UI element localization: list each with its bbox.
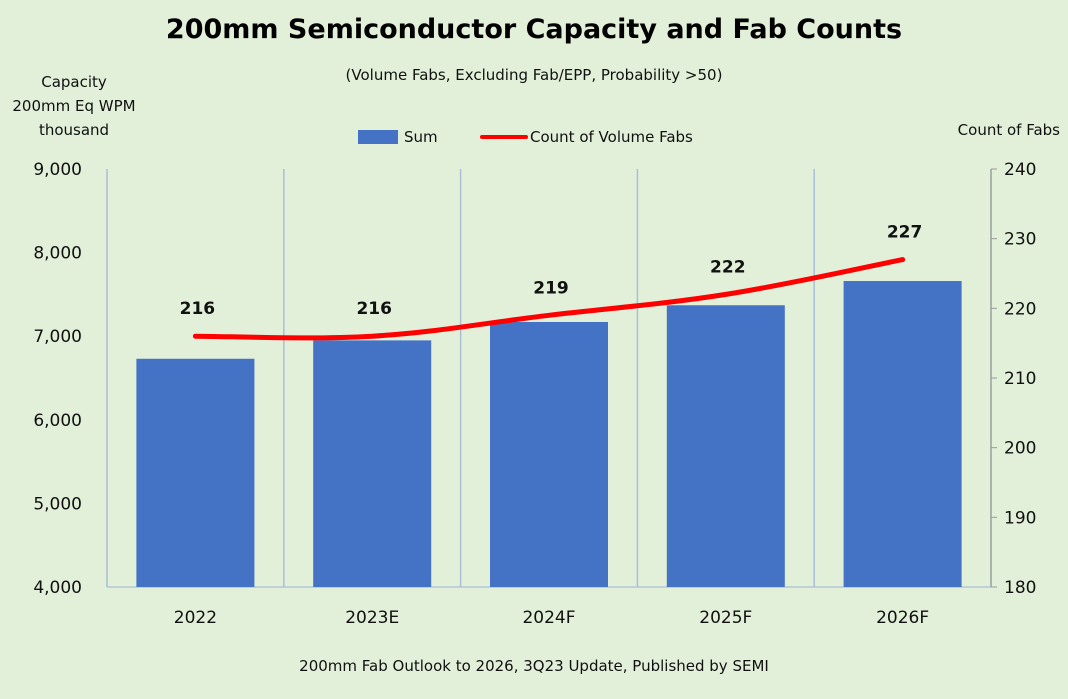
legend-item-count: Count of Volume Fabs	[480, 127, 693, 147]
left-tick-label: 7,000	[33, 327, 82, 347]
x-tick-label: 2026F	[876, 608, 929, 628]
left-tick-label: 4,000	[33, 578, 82, 598]
legend-item-sum: Sum	[358, 127, 438, 147]
x-tick-label: 2024F	[522, 608, 575, 628]
legend-label-count: Count of Volume Fabs	[530, 128, 693, 146]
right-tick-label: 190	[1004, 508, 1036, 528]
left-axis-label: Capacity 200mm Eq WPM thousand	[4, 70, 144, 142]
left-axis-label-line: thousand	[38, 121, 110, 139]
bar	[843, 281, 962, 587]
right-tick-label: 200	[1004, 439, 1036, 459]
left-tick-label: 8,000	[33, 244, 82, 264]
bar	[666, 305, 785, 587]
x-tick-label: 2023E	[345, 608, 399, 628]
source-note: 200mm Fab Outlook to 2026, 3Q23 Update, …	[299, 657, 769, 675]
legend-swatch-bar	[358, 130, 398, 144]
right-tick-label: 180	[1004, 578, 1036, 598]
data-label: 227	[887, 223, 923, 243]
bar	[136, 358, 255, 587]
left-axis-label-line: Capacity	[41, 73, 107, 91]
right-tick-label: 210	[1004, 369, 1036, 389]
data-label: 222	[710, 257, 746, 277]
left-tick-label: 6,000	[33, 411, 82, 431]
data-label: 216	[180, 299, 216, 319]
left-tick-label: 9,000	[33, 160, 82, 180]
data-label: 216	[356, 299, 392, 319]
series-line-count	[192, 257, 906, 341]
data-label: 219	[533, 278, 569, 298]
x-tick-label: 2025F	[699, 608, 752, 628]
legend-label-sum: Sum	[404, 128, 438, 146]
right-tick-label: 230	[1004, 230, 1036, 250]
x-tick-label: 2022	[174, 608, 217, 628]
right-tick-label: 220	[1004, 299, 1036, 319]
chart-subtitle: (Volume Fabs, Excluding Fab/EPP, Probabi…	[345, 66, 723, 84]
bar	[313, 340, 432, 587]
left-axis-label-line: 200mm Eq WPM	[12, 97, 136, 115]
legend-swatch-line	[480, 135, 528, 139]
right-axis-label: Count of Fabs	[957, 121, 1060, 139]
chart-title: 200mm Semiconductor Capacity and Fab Cou…	[165, 14, 903, 45]
left-tick-label: 5,000	[33, 494, 82, 514]
bar	[490, 321, 608, 587]
right-tick-label: 240	[1004, 160, 1036, 180]
